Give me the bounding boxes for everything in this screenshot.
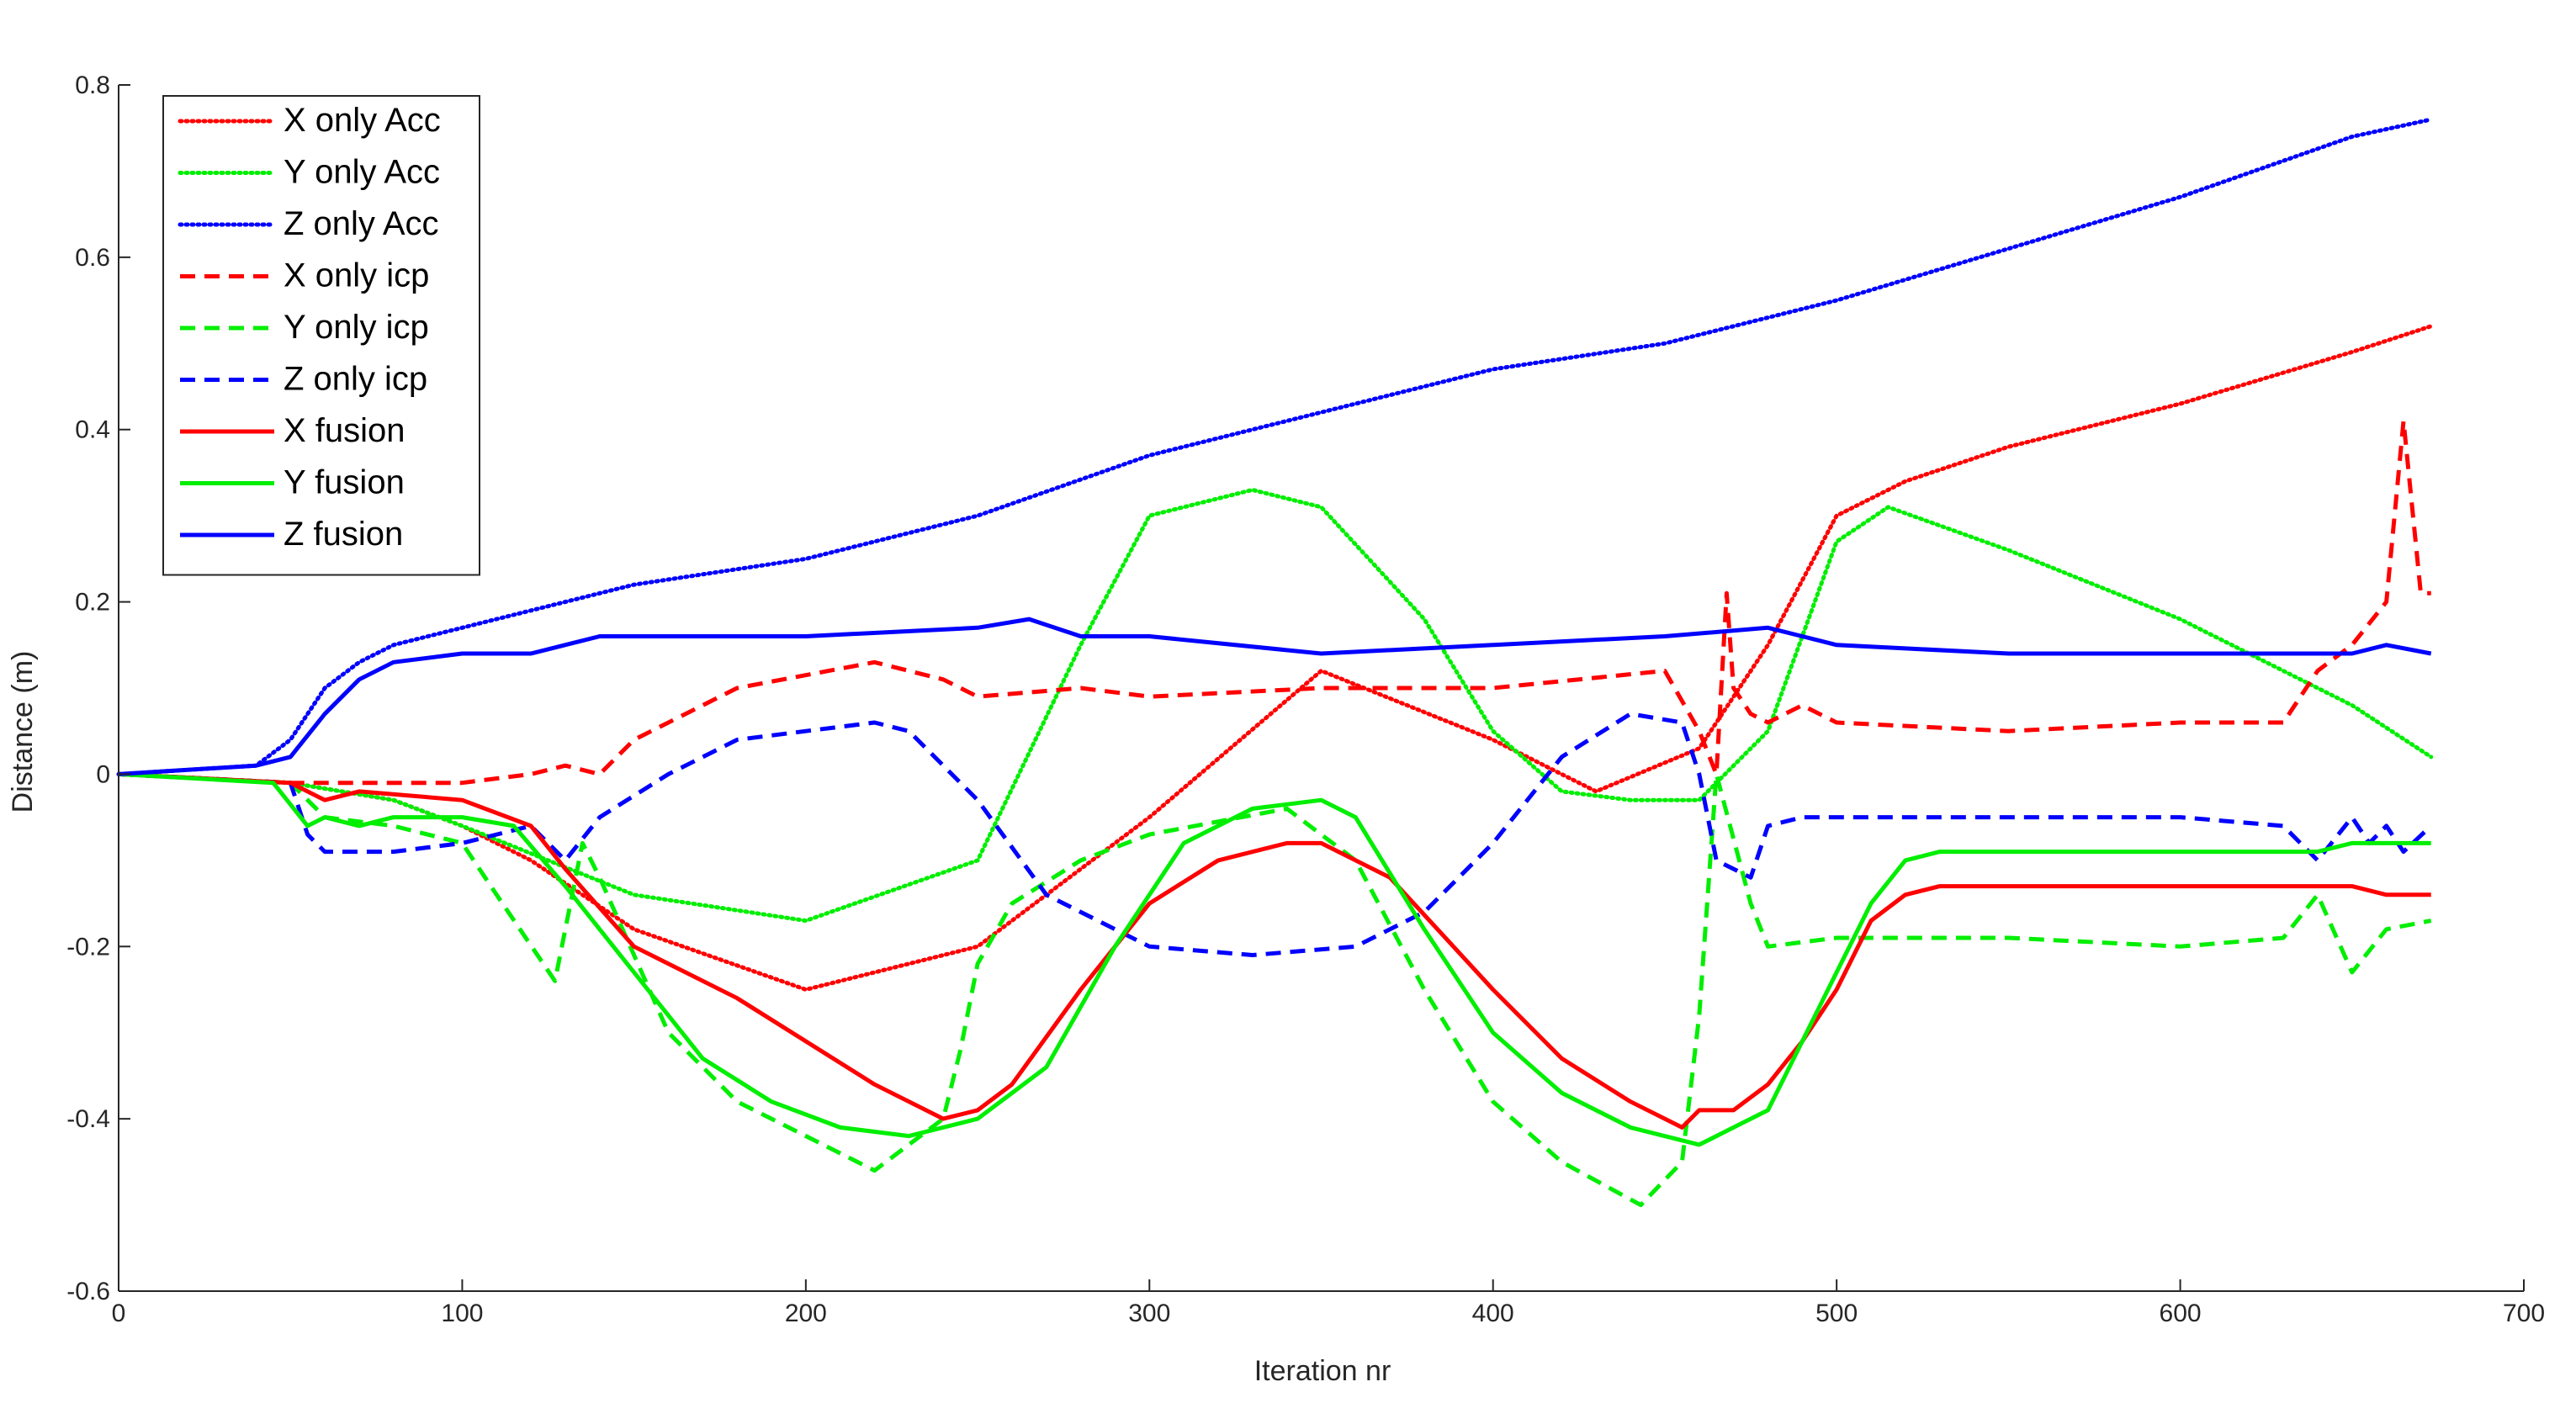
legend-label-z-only-acc: Z only Acc xyxy=(284,205,439,242)
legend-label-z-fusion: Z fusion xyxy=(284,516,403,553)
y-tick-label: 0.6 xyxy=(75,244,110,272)
series-line-z-fusion xyxy=(118,617,2432,776)
legend-box xyxy=(162,95,480,576)
legend-label-x-only-icp: X only icp xyxy=(284,257,429,294)
plot-area: 0 100 200 300 400 500 600 700 -0.6 -0.4 -0.2 0 0.2 0.… xyxy=(66,71,2545,1327)
series-line-x-only-icp xyxy=(118,419,2431,786)
y-tick-label: -0.6 xyxy=(66,1278,110,1305)
y-tick-label: 0.8 xyxy=(75,71,110,99)
x-tick-label: 100 xyxy=(441,1300,483,1327)
y-axis-label: Distance (m) xyxy=(7,651,39,813)
series-line-y-fusion xyxy=(118,771,2431,1147)
legend-label-z-only-icp: Z only icp xyxy=(284,361,427,398)
x-tick-label: 400 xyxy=(1472,1300,1514,1327)
legend-label-y-fusion: Y fusion xyxy=(284,464,405,501)
series-line-z-only-acc xyxy=(116,117,2434,776)
y-tick-label: 0 xyxy=(96,760,110,788)
series-line-y-only-icp xyxy=(118,771,2432,1208)
y-tick-label: -0.2 xyxy=(66,933,110,961)
legend-label-y-only-acc: Y only Acc xyxy=(284,154,440,191)
x-tick-label: 200 xyxy=(785,1300,827,1327)
y-tick-label: 0.2 xyxy=(75,589,110,617)
x-tick-label: 500 xyxy=(1815,1300,1858,1327)
legend: X only Acc Y only Acc Z only Acc X only icp… xyxy=(162,95,480,576)
y-tick-label: -0.4 xyxy=(66,1105,110,1133)
x-tick-label: 0 xyxy=(112,1300,126,1327)
legend-label-y-only-icp: Y only icp xyxy=(284,309,429,346)
legend-label-x-fusion: X fusion xyxy=(284,412,405,449)
x-tick-label: 600 xyxy=(2160,1300,2202,1327)
y-tick-label: 0.4 xyxy=(75,416,110,444)
legend-label-x-only-acc: X only Acc xyxy=(284,102,441,139)
x-axis-label: Iteration nr xyxy=(1254,1355,1391,1387)
series-layer xyxy=(116,117,2434,1208)
series-line-x-fusion xyxy=(118,771,2431,1130)
x-tick-label: 700 xyxy=(2503,1300,2545,1327)
axes-layer: 0 100 200 300 400 500 600 700 -0.6 -0.4 -0.2 0 0.2 0.… xyxy=(66,71,2545,1327)
x-tick-label: 300 xyxy=(1128,1300,1170,1327)
